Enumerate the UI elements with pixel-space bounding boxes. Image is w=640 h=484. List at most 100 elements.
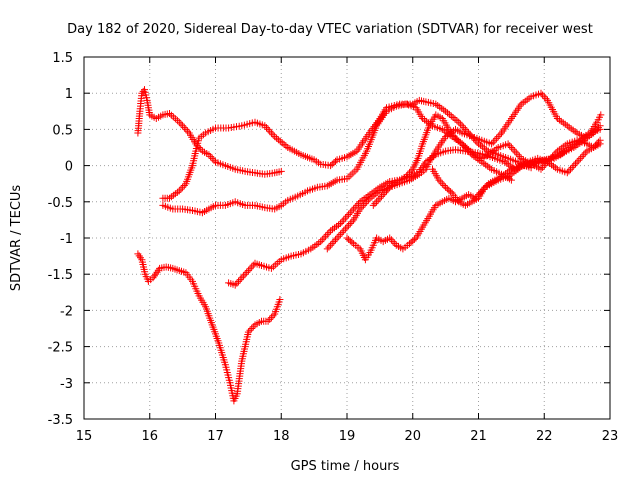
y-tick-label: -1	[60, 232, 73, 247]
data-point	[539, 91, 547, 99]
data-point	[322, 232, 330, 240]
data-point	[409, 237, 417, 245]
data-point	[537, 89, 545, 97]
data-point	[443, 185, 451, 193]
data-point	[348, 238, 356, 246]
data-point	[263, 124, 270, 132]
data-point	[496, 131, 504, 139]
data-point	[452, 134, 459, 142]
data-point	[328, 160, 336, 168]
data-point	[241, 270, 249, 278]
data-point	[447, 112, 455, 120]
series-arc-9	[429, 136, 604, 209]
data-point	[261, 122, 269, 130]
data-point	[355, 200, 362, 208]
data-point	[325, 243, 333, 251]
data-point	[386, 234, 394, 242]
data-point	[507, 144, 515, 151]
data-point	[175, 187, 183, 195]
data-point	[345, 211, 353, 218]
data-point	[340, 227, 348, 235]
y-tick-label: -2	[60, 304, 73, 319]
data-point	[458, 140, 466, 148]
data-point	[593, 140, 601, 148]
data-point	[359, 201, 367, 209]
data-point	[338, 218, 346, 226]
data-point	[572, 160, 579, 168]
data-point	[406, 169, 413, 177]
data-point	[379, 191, 387, 199]
series-arc-4	[134, 250, 284, 405]
data-point	[343, 212, 351, 220]
data-point	[456, 120, 464, 128]
y-tick-label: 0.5	[52, 123, 73, 138]
data-point	[590, 144, 598, 151]
data-point	[453, 117, 461, 125]
tick-layer: 15 16 17 18 19 20 21 22 23 -3.5 -3 -2.5 -2 -1.5 -1 -0.5…	[48, 51, 619, 444]
data-point	[565, 167, 573, 175]
data-point	[447, 188, 455, 196]
data-point	[243, 268, 251, 276]
data-point	[231, 281, 239, 289]
data-point	[374, 196, 382, 204]
x-axis-label: GPS time / hours	[291, 459, 400, 474]
series-arc-6	[323, 89, 605, 253]
series-arc-1	[134, 86, 285, 178]
data-point	[239, 272, 247, 280]
data-point	[516, 153, 524, 161]
x-tick-label: 21	[470, 429, 487, 444]
data-point	[407, 167, 415, 175]
data-point	[445, 186, 453, 194]
data-point	[207, 153, 215, 161]
x-tick-label: 16	[141, 429, 158, 444]
data-layer	[134, 86, 605, 405]
data-point	[512, 149, 520, 157]
data-point	[540, 93, 548, 101]
data-point	[246, 265, 254, 273]
data-point	[341, 225, 349, 233]
data-point	[406, 240, 413, 248]
data-point	[575, 156, 583, 164]
data-point	[488, 140, 496, 148]
data-point	[138, 89, 146, 97]
chart-title: Day 182 of 2020, Sidereal Day-to-day VTE…	[67, 22, 593, 37]
data-point	[343, 234, 351, 242]
data-point	[323, 245, 331, 253]
data-point	[249, 323, 257, 331]
data-point	[177, 120, 185, 128]
data-point	[461, 143, 469, 151]
data-point	[330, 159, 338, 167]
data-point	[542, 95, 550, 103]
data-point	[438, 180, 446, 188]
data-point	[404, 171, 412, 179]
data-point	[391, 239, 399, 247]
data-point	[340, 216, 348, 224]
data-point	[346, 220, 354, 227]
data-point	[328, 239, 336, 247]
data-point	[494, 133, 502, 141]
data-point	[269, 131, 277, 139]
data-point	[327, 241, 335, 249]
data-point	[236, 276, 244, 284]
x-tick-label: 22	[536, 429, 553, 444]
data-point	[348, 218, 356, 226]
data-point	[266, 127, 274, 135]
data-point	[335, 232, 343, 240]
data-point	[445, 110, 453, 118]
data-point	[547, 154, 555, 162]
data-point	[350, 205, 358, 213]
data-point	[389, 238, 397, 246]
data-point	[451, 115, 459, 123]
data-point	[332, 157, 339, 165]
data-point	[267, 314, 275, 322]
data-point	[330, 238, 338, 246]
data-point	[463, 144, 471, 152]
data-point	[489, 138, 497, 146]
data-point	[440, 182, 448, 189]
data-point	[333, 234, 341, 242]
data-point	[246, 326, 254, 334]
y-tick-label: -2.5	[48, 341, 73, 356]
data-point	[581, 149, 589, 157]
data-point	[507, 176, 515, 184]
data-point	[346, 237, 354, 245]
